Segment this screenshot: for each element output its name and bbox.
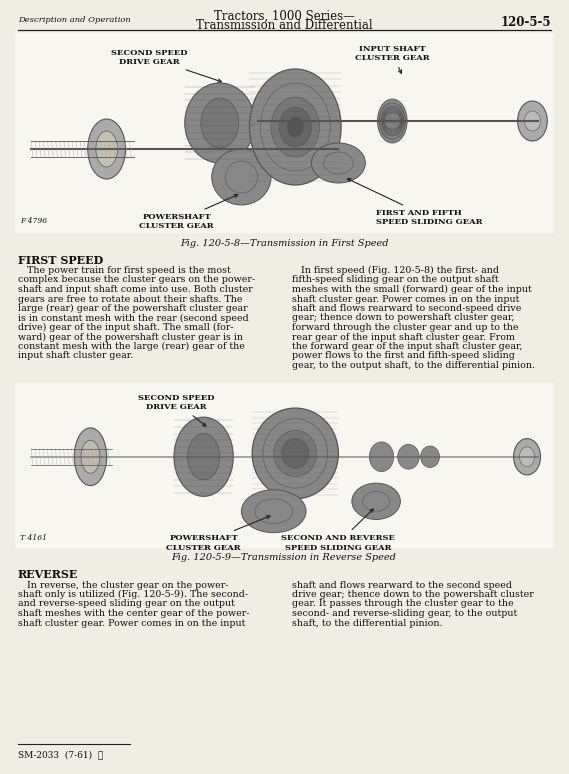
Ellipse shape [187, 433, 220, 480]
Text: fifth-speed sliding gear on the output shaft: fifth-speed sliding gear on the output s… [292, 276, 498, 285]
Text: input shaft cluster gear.: input shaft cluster gear. [18, 351, 133, 361]
Bar [15, 382, 554, 547]
Ellipse shape [398, 444, 419, 469]
Text: meshes with the small (forward) gear of the input: meshes with the small (forward) gear of … [292, 285, 532, 294]
Text: Description and Operation: Description and Operation [18, 16, 131, 24]
Ellipse shape [519, 447, 535, 467]
Bar [15, 33, 554, 233]
Ellipse shape [380, 103, 405, 139]
Ellipse shape [185, 83, 255, 163]
Ellipse shape [81, 440, 100, 473]
Ellipse shape [279, 107, 311, 147]
Text: FIRST AND FIFTH
SPEED SLIDING GEAR: FIRST AND FIFTH SPEED SLIDING GEAR [348, 179, 483, 226]
Text: gear; thence down to powershaft cluster gear,: gear; thence down to powershaft cluster … [292, 313, 514, 323]
Ellipse shape [362, 491, 390, 511]
Ellipse shape [282, 439, 309, 468]
Text: REVERSE: REVERSE [18, 570, 79, 580]
Ellipse shape [382, 108, 403, 134]
Text: gear, to the output shaft, to the differential pinion.: gear, to the output shaft, to the differ… [292, 361, 535, 370]
Text: shaft and flows rearward to the second speed: shaft and flows rearward to the second s… [292, 580, 512, 590]
Ellipse shape [88, 119, 126, 179]
Text: gears are free to rotate about their shafts. The: gears are free to rotate about their sha… [18, 294, 242, 303]
Text: shaft and input shaft come into use. Both cluster: shaft and input shaft come into use. Bot… [18, 285, 253, 294]
Text: In reverse, the cluster gear on the power-: In reverse, the cluster gear on the powe… [18, 580, 229, 590]
Ellipse shape [385, 112, 401, 130]
Ellipse shape [377, 99, 407, 143]
Text: gear. It passes through the cluster gear to the: gear. It passes through the cluster gear… [292, 600, 514, 608]
Ellipse shape [381, 106, 404, 136]
Ellipse shape [525, 111, 541, 131]
Ellipse shape [287, 117, 303, 137]
Ellipse shape [384, 110, 402, 132]
Text: ward) gear of the powershaft cluster gear is in: ward) gear of the powershaft cluster gea… [18, 333, 243, 341]
Ellipse shape [263, 419, 328, 488]
Text: the forward gear of the input shaft cluster gear,: the forward gear of the input shaft clus… [292, 342, 522, 351]
Ellipse shape [249, 69, 341, 185]
Ellipse shape [255, 498, 292, 523]
Text: shaft and flows rearward to second-speed drive: shaft and flows rearward to second-speed… [292, 304, 521, 313]
Text: shaft only is utilized (Fig. 120-5-9). The second-: shaft only is utilized (Fig. 120-5-9). T… [18, 590, 248, 599]
Text: Fig. 120-5-8—Transmission in First Speed: Fig. 120-5-8—Transmission in First Speed [180, 239, 388, 248]
Text: shaft, to the differential pinion.: shaft, to the differential pinion. [292, 618, 443, 628]
Text: SECOND AND REVERSE
SPEED SLIDING GEAR: SECOND AND REVERSE SPEED SLIDING GEAR [282, 509, 395, 552]
Ellipse shape [96, 131, 117, 167]
Ellipse shape [369, 442, 394, 471]
Text: power flows to the first and fifth-speed sliding: power flows to the first and fifth-speed… [292, 351, 515, 361]
Text: forward through the cluster gear and up to the: forward through the cluster gear and up … [292, 323, 518, 332]
Ellipse shape [252, 408, 339, 498]
Text: T 4161: T 4161 [20, 533, 47, 542]
Ellipse shape [201, 98, 238, 148]
Ellipse shape [352, 483, 401, 519]
Text: Transmission and Differential: Transmission and Differential [196, 19, 372, 32]
Ellipse shape [514, 439, 541, 475]
Text: F 4796: F 4796 [20, 217, 47, 225]
Text: Fig. 120-5-9—Transmission in Reverse Speed: Fig. 120-5-9—Transmission in Reverse Spe… [172, 553, 397, 563]
Ellipse shape [518, 101, 547, 141]
Text: drive) gear of the input shaft. The small (for-: drive) gear of the input shaft. The smal… [18, 323, 234, 332]
Text: shaft cluster gear. Power comes in on the input: shaft cluster gear. Power comes in on th… [292, 294, 519, 303]
Ellipse shape [241, 490, 306, 533]
Text: constant mesh with the large (rear) gear of the: constant mesh with the large (rear) gear… [18, 342, 245, 351]
Text: SM-2033  (7-61)  Ⓢ: SM-2033 (7-61) Ⓢ [18, 750, 103, 759]
Text: SECOND SPEED
DRIVE GEAR: SECOND SPEED DRIVE GEAR [112, 49, 221, 82]
Text: In first speed (Fig. 120-5-8) the first- and: In first speed (Fig. 120-5-8) the first-… [292, 266, 499, 275]
Text: The power train for first speed is the most: The power train for first speed is the m… [18, 266, 231, 275]
Ellipse shape [271, 97, 320, 157]
Text: large (rear) gear of the powershaft cluster gear: large (rear) gear of the powershaft clus… [18, 304, 248, 313]
Ellipse shape [212, 149, 271, 205]
Ellipse shape [75, 428, 106, 485]
Text: 120-5-5: 120-5-5 [501, 16, 551, 29]
Text: POWERSHAFT
CLUSTER GEAR: POWERSHAFT CLUSTER GEAR [166, 515, 270, 552]
Text: is in constant mesh with the rear (second speed: is in constant mesh with the rear (secon… [18, 313, 249, 323]
Text: FIRST SPEED: FIRST SPEED [18, 255, 103, 266]
Text: and reverse-speed sliding gear on the output: and reverse-speed sliding gear on the ou… [18, 600, 235, 608]
Text: shaft meshes with the center gear of the power-: shaft meshes with the center gear of the… [18, 609, 249, 618]
Ellipse shape [174, 417, 233, 496]
Text: complex because the cluster gears on the power-: complex because the cluster gears on the… [18, 276, 255, 285]
Text: rear gear of the input shaft cluster gear. From: rear gear of the input shaft cluster gea… [292, 333, 515, 341]
Ellipse shape [260, 83, 331, 171]
Text: drive gear; thence down to the powershaft cluster: drive gear; thence down to the powershaf… [292, 590, 534, 599]
Text: POWERSHAFT
CLUSTER GEAR: POWERSHAFT CLUSTER GEAR [139, 194, 238, 230]
Ellipse shape [420, 446, 439, 467]
Ellipse shape [324, 152, 353, 174]
Text: second- and reverse-sliding gear, to the output: second- and reverse-sliding gear, to the… [292, 609, 517, 618]
Text: INPUT SHAFT
CLUSTER GEAR: INPUT SHAFT CLUSTER GEAR [355, 45, 430, 74]
Ellipse shape [225, 161, 258, 193]
Ellipse shape [311, 143, 365, 183]
Text: Tractors, 1000 Series—: Tractors, 1000 Series— [213, 10, 354, 23]
Ellipse shape [274, 430, 317, 477]
Text: shaft cluster gear. Power comes in on the input: shaft cluster gear. Power comes in on th… [18, 618, 245, 628]
Text: SECOND SPEED
DRIVE GEAR: SECOND SPEED DRIVE GEAR [138, 394, 215, 426]
